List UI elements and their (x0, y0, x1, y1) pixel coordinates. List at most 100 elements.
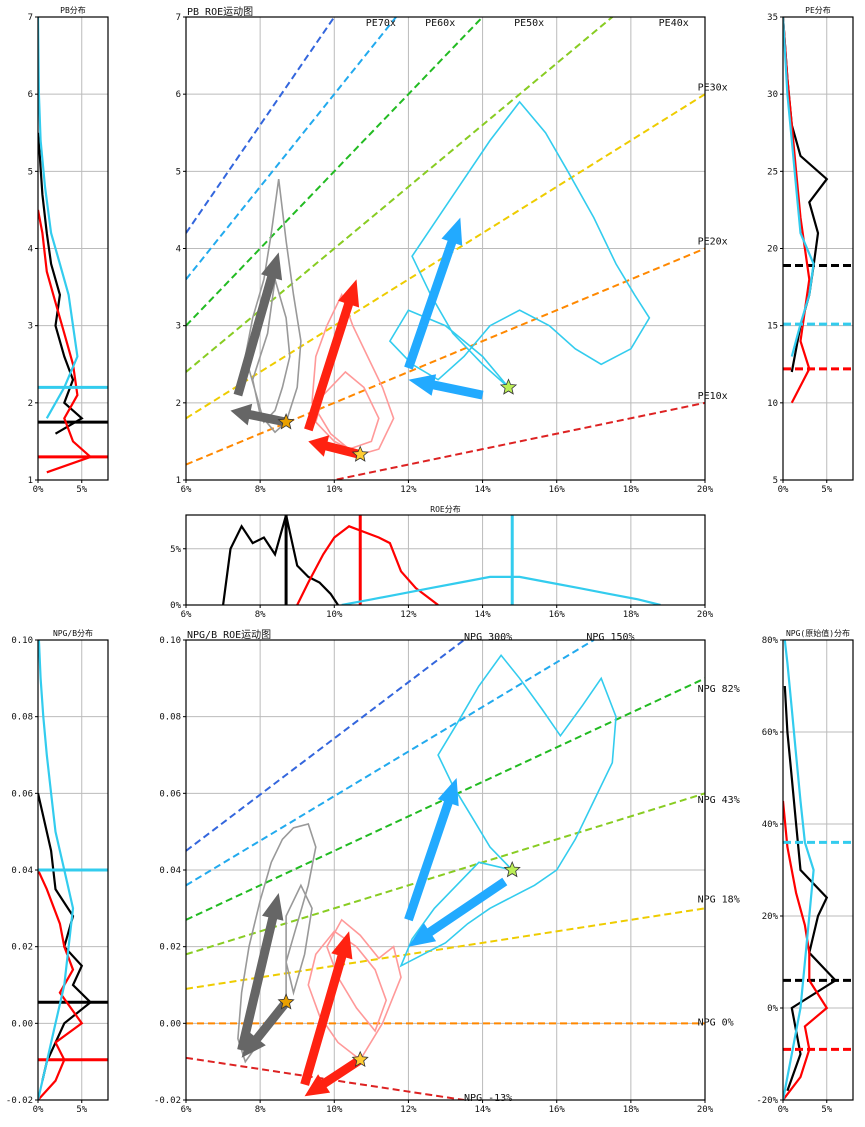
npg-reference-line (186, 1056, 465, 1100)
trend-arrow (233, 252, 283, 397)
y-tick-label: 0.06 (159, 789, 181, 799)
pb-roe-chart: 6% 8% 10% 12% 14% 16% 18% 20% 1 2 3 4 5 6 7 PE70x PE60x P… (176, 6, 728, 495)
y-tick-label: 0.08 (11, 713, 33, 723)
current-position-star (351, 445, 369, 462)
trend-arrow (408, 374, 484, 400)
x-tick-label: 8% (255, 485, 266, 495)
trend-arrow (300, 931, 353, 1086)
x-tick-label: 12% (400, 485, 417, 495)
x-tick-label: 12% (400, 610, 417, 620)
y-tick-label: 5 (28, 167, 33, 177)
x-tick-label: 12% (400, 1105, 417, 1115)
npg-reference-line (186, 640, 465, 852)
x-tick-label: 0% (778, 1105, 789, 1115)
y-tick-label: 25 (767, 167, 778, 177)
y-tick-label: 4 (28, 245, 33, 255)
distribution-curve (783, 17, 811, 404)
trend-arrow (237, 893, 284, 1052)
chart-title: PB分布 (60, 5, 86, 15)
distribution-curve (38, 869, 84, 1100)
x-tick-label: 14% (474, 610, 491, 620)
y-tick-label: 0% (170, 601, 181, 611)
chart-title: PE分布 (805, 5, 831, 15)
trend-arrow (408, 877, 508, 947)
pe-line-label: PE70x (366, 18, 396, 29)
current-position-star (277, 993, 295, 1010)
y-tick-label: 60% (762, 728, 779, 738)
x-tick-label: 16% (549, 485, 566, 495)
trend-arrow (304, 279, 360, 432)
plot-border (782, 16, 854, 481)
trend-arrow (308, 435, 362, 459)
y-tick-label: 0.04 (159, 866, 181, 876)
plot-border (782, 639, 854, 1101)
trend-arrow (241, 999, 290, 1058)
y-tick-label: 5 (176, 167, 181, 177)
y-tick-label: 20 (767, 245, 778, 255)
roe-distribution-chart: 6% 8% 10% 12% 14% 16% 18% 20% 0% 5% ROE分布 (170, 504, 714, 620)
series-trajectory (399, 653, 617, 968)
y-tick-label: 3 (28, 322, 33, 332)
y-tick-label: 2 (28, 399, 33, 409)
x-tick-label: 10% (326, 485, 343, 495)
y-tick-label: 40% (762, 820, 779, 830)
x-tick-label: 16% (549, 1105, 566, 1115)
y-tick-label: 7 (28, 13, 33, 23)
y-tick-label: 0.10 (11, 636, 33, 646)
plot-border (185, 16, 706, 481)
distribution-curve (38, 17, 79, 419)
npg-line-label: NPG -13% (464, 1093, 512, 1104)
x-tick-label: 14% (474, 485, 491, 495)
npg-line-label: NPG 43% (698, 795, 740, 806)
distribution-curve (222, 515, 339, 605)
pe-line-label: PE30x (698, 82, 728, 93)
current-position-star (277, 413, 295, 430)
y-tick-label: 0.02 (159, 943, 181, 953)
chart-title: NPG(原始值)分布 (786, 628, 850, 638)
y-tick-label: 2 (176, 399, 181, 409)
npg-raw-distribution-chart: 0% 5%-20%0%20%40%60%80%NPG(原始值)分布 (756, 628, 854, 1115)
y-tick-label: 0.04 (11, 866, 33, 876)
trend-arrow (304, 1056, 363, 1097)
x-tick-label: 14% (474, 1105, 491, 1115)
y-tick-label: 0.06 (11, 789, 33, 799)
y-tick-label: 0.00 (11, 1019, 33, 1029)
plot-border (185, 639, 706, 1101)
trend-arrow (404, 778, 459, 922)
plot-area (783, 640, 853, 1100)
x-tick-label: 8% (255, 1105, 266, 1115)
chart-title: NPG/B分布 (53, 628, 93, 638)
pe-line-label: PE40x (659, 18, 689, 29)
current-position-star (499, 378, 518, 395)
y-tick-label: 0.02 (11, 943, 33, 953)
plot-border (185, 514, 706, 606)
y-tick-label: 6 (28, 90, 33, 100)
npg-line-label: NPG 300% (464, 632, 512, 643)
npg-line-label: NPG 82% (698, 684, 740, 695)
x-tick-label: 20% (697, 610, 714, 620)
y-tick-label: 0.10 (159, 636, 181, 646)
npg-b-roe-chart: 6% 8% 10% 12% 14% 16% 18% 20% -0.02 0.00 0.02 0.04 0… (154, 629, 740, 1115)
x-tick-label: 0% (33, 1105, 44, 1115)
series-trajectory (244, 178, 302, 434)
y-tick-label: 0.08 (159, 713, 181, 723)
pe-reference-line (329, 401, 705, 480)
y-tick-label: 7 (176, 13, 181, 23)
x-tick-label: 6% (181, 485, 192, 495)
npg-line-label: NPG 150% (586, 632, 634, 643)
distribution-curve (783, 17, 815, 357)
x-tick-label: 10% (326, 1105, 343, 1115)
series-trajectory (307, 918, 402, 1061)
y-tick-label: 10 (767, 399, 778, 409)
plot-border (37, 16, 109, 481)
pe-line-label: PE20x (698, 237, 728, 248)
x-tick-label: 8% (255, 610, 266, 620)
pe-distribution-chart: 0% 5% 5 10 15 20 25 30 35 PE分布 (767, 5, 854, 495)
trend-arrow (404, 217, 463, 370)
chart-title: PB ROE运动图 (187, 6, 253, 18)
x-tick-label: 18% (623, 610, 640, 620)
chart-title: NPG/B ROE运动图 (187, 629, 271, 641)
npg-reference-line (186, 640, 595, 887)
y-tick-label: 0.00 (159, 1019, 181, 1029)
